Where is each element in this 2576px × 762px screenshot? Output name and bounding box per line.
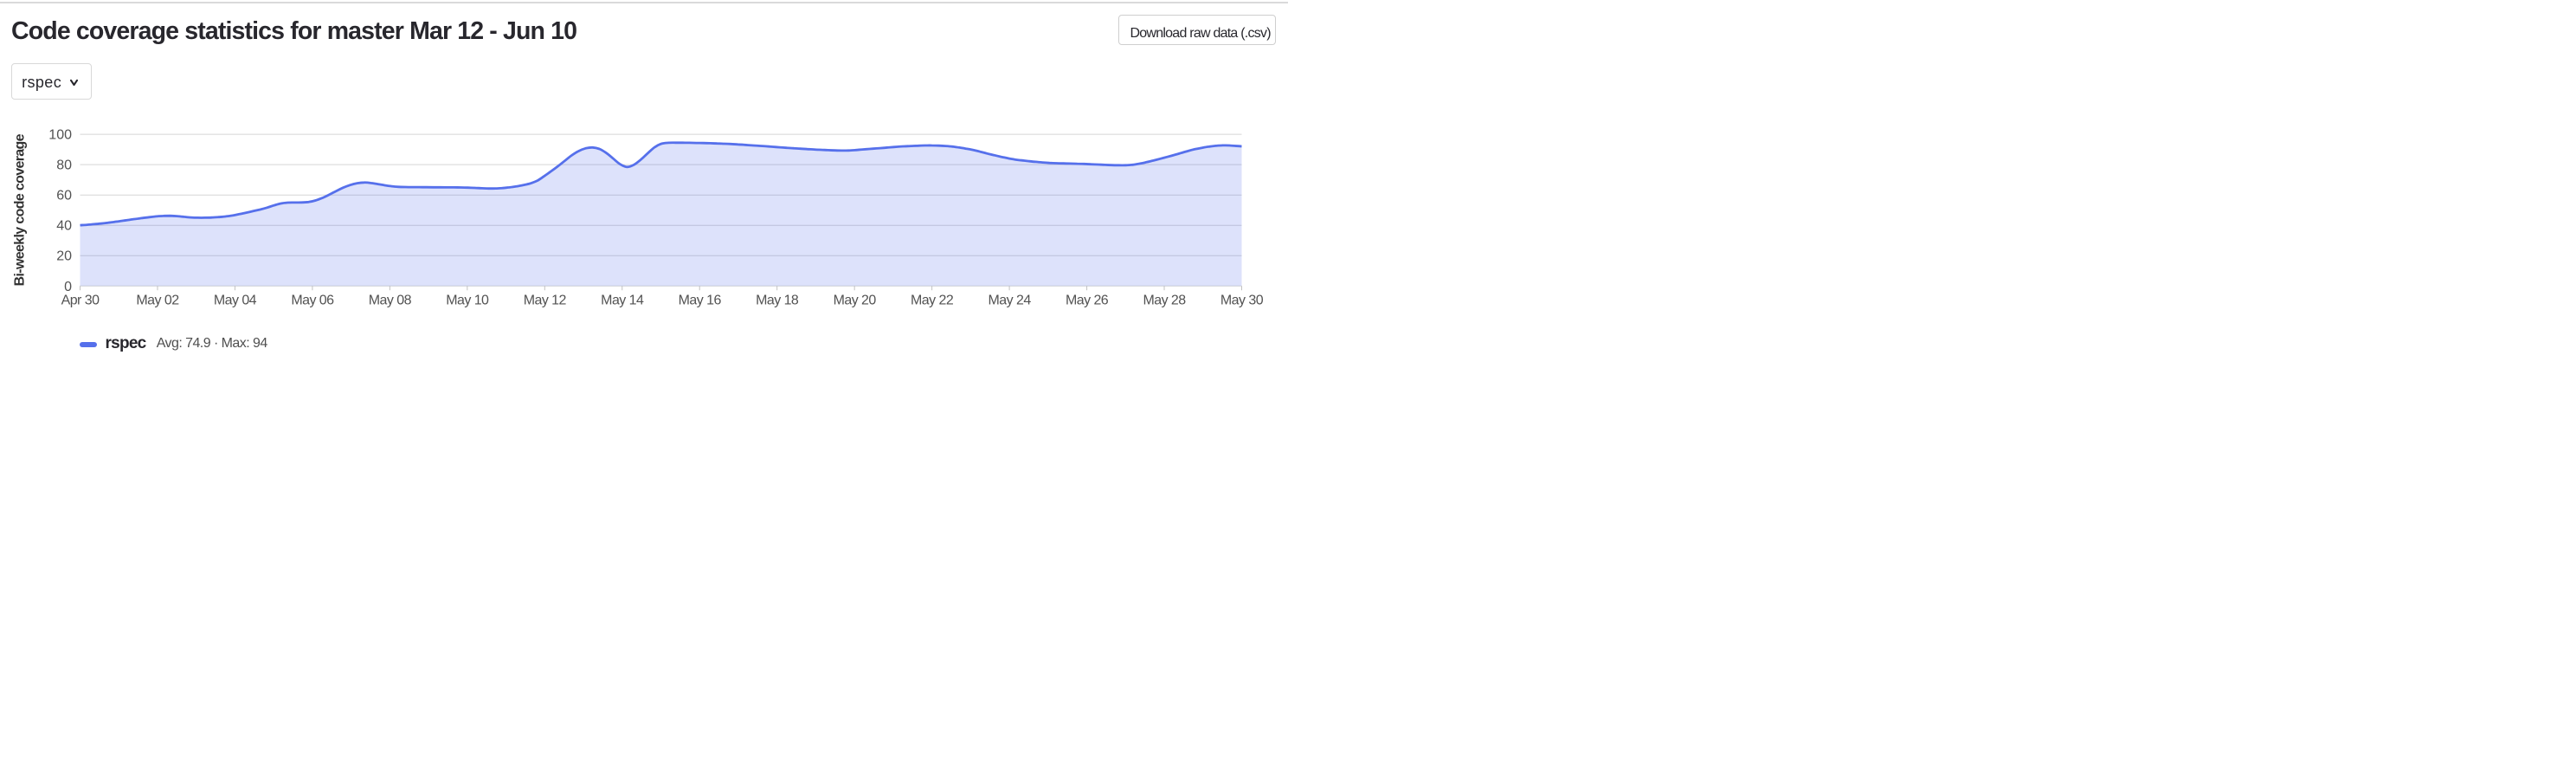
svg-text:Bi-weekly code coverage: Bi-weekly code coverage [13, 133, 28, 286]
svg-text:80: 80 [56, 158, 72, 173]
svg-text:May 10: May 10 [446, 294, 489, 308]
svg-text:100: 100 [48, 128, 72, 143]
svg-text:May 08: May 08 [369, 294, 412, 308]
svg-text:May 26: May 26 [1066, 294, 1109, 308]
svg-text:May 02: May 02 [136, 294, 179, 308]
svg-text:May 12: May 12 [524, 294, 567, 308]
svg-text:Apr 30: Apr 30 [61, 294, 100, 308]
svg-text:40: 40 [56, 219, 72, 234]
svg-text:May 14: May 14 [601, 294, 644, 308]
svg-text:May 04: May 04 [214, 294, 257, 308]
svg-text:20: 20 [56, 249, 72, 264]
svg-text:May 18: May 18 [756, 294, 799, 308]
svg-text:May 06: May 06 [291, 294, 334, 308]
svg-text:May 28: May 28 [1143, 294, 1186, 308]
svg-text:May 30: May 30 [1220, 294, 1264, 308]
svg-text:60: 60 [56, 189, 72, 203]
svg-text:May 22: May 22 [911, 294, 954, 308]
svg-text:0: 0 [64, 280, 72, 294]
svg-text:May 24: May 24 [989, 294, 1032, 308]
svg-text:May 20: May 20 [834, 294, 877, 308]
svg-text:May 16: May 16 [679, 294, 722, 308]
